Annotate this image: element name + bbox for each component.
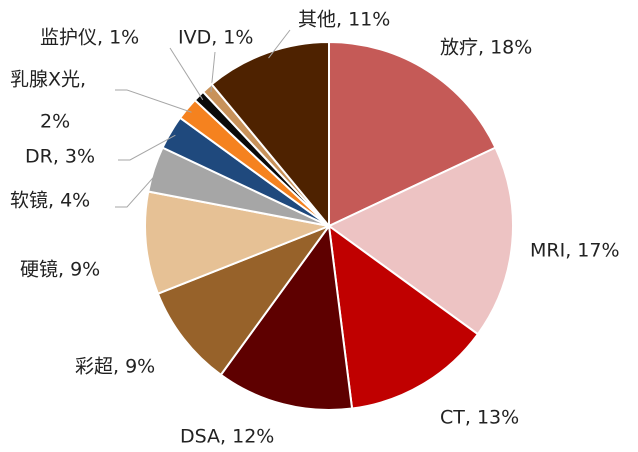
leader-line (115, 170, 160, 208)
pie-slice (210, 40, 330, 229)
pie-slice (219, 223, 354, 411)
slice-label: 软镜, 4% (10, 190, 90, 212)
pie-slice (144, 190, 333, 296)
slice-label: 其他, 11% (298, 9, 390, 31)
slice-label: 放疗, 18% (440, 37, 532, 59)
slice-label: 乳腺X光, (10, 69, 86, 91)
slice-label: 2% (40, 111, 70, 133)
pie-slice (327, 146, 514, 336)
slice-label: MRI, 17% (530, 240, 620, 262)
pie-slice (327, 223, 480, 410)
slice-label: IVD, 1% (178, 27, 253, 49)
slice-label: 硬镜, 9% (20, 259, 100, 281)
leader-line (169, 47, 204, 101)
slice-label: 监护仪, 1% (40, 27, 139, 49)
leader-line (118, 134, 176, 161)
leader-line (268, 29, 291, 59)
slice-label: DR, 3% (25, 146, 95, 168)
slice-label: CT, 13% (440, 407, 519, 429)
slice-label: DSA, 12% (180, 426, 274, 448)
leader-line (115, 89, 192, 113)
pie-slice (156, 223, 332, 377)
pie-slice (328, 40, 497, 228)
slice-label: 彩超, 9% (75, 356, 155, 378)
